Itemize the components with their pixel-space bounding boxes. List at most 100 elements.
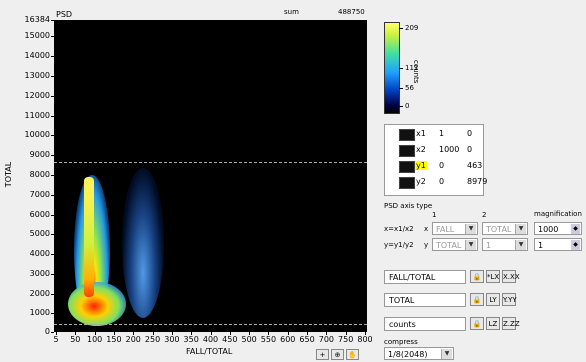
- y-tick-label: 13000: [24, 71, 50, 80]
- y-tick-label: 15000: [24, 31, 50, 40]
- x-tick-label: 250: [144, 335, 161, 344]
- cursor-row-x2[interactable]: x2 1000 0: [385, 143, 483, 159]
- y-tick-mark: [51, 20, 54, 21]
- cursor-value-b: 0: [467, 145, 473, 154]
- y-tick-mark: [51, 96, 54, 97]
- y-format-button[interactable]: Y.YY: [502, 293, 517, 306]
- x-magnification-value: 1000: [538, 225, 559, 234]
- cursor-name: x2: [416, 145, 426, 154]
- chevron-down-icon[interactable]: ▼: [465, 224, 476, 234]
- x-denominator-select[interactable]: TOTAL ▼: [482, 222, 528, 235]
- chevron-down-icon[interactable]: ▼: [515, 240, 526, 250]
- cursor-value-b: 463: [467, 161, 483, 170]
- cursor-value-b: 8979: [467, 177, 488, 186]
- colorbar-tick-label: 111: [405, 64, 419, 72]
- y-tick-mark: [51, 155, 54, 156]
- heatmap-region-secondary: [122, 168, 164, 318]
- cursor-value-a: 0: [439, 161, 445, 170]
- x-tick-label: 150: [106, 335, 122, 344]
- spinner-icon[interactable]: ◆: [571, 224, 580, 234]
- chevron-down-icon[interactable]: ▼: [515, 224, 526, 234]
- heatmap-peak: [68, 282, 126, 326]
- colorbar-tick-label: 56: [405, 84, 414, 92]
- x-magnification-input[interactable]: 1000 ◆: [534, 222, 582, 235]
- x-axis-name-field[interactable]: FALL/TOTAL: [384, 270, 466, 284]
- z-log-scale-button[interactable]: LZ: [486, 317, 500, 330]
- cursor-swatch[interactable]: [399, 161, 415, 173]
- x-axis-label: FALL/TOTAL: [186, 347, 233, 356]
- y-tick-label: 8000: [29, 170, 50, 179]
- axis-type-col2: 2: [482, 211, 487, 219]
- y-tick-mark: [51, 56, 54, 57]
- cursor-row-x1[interactable]: x1 1 0: [385, 127, 483, 143]
- x-tick-mark: [133, 332, 135, 335]
- colorbar-tick-label: 0: [405, 102, 410, 110]
- x-tick-mark: [113, 332, 115, 335]
- x-tick-label: 600: [280, 335, 296, 344]
- compress-select[interactable]: 1/8(2048) ▼: [384, 347, 454, 360]
- cursor-row-y2[interactable]: y2 0 8979: [385, 175, 487, 191]
- x-tick-label: 50: [70, 335, 81, 344]
- y-tick-label: 4000: [29, 249, 50, 258]
- zoom-tool-icon[interactable]: ⊕: [331, 349, 344, 360]
- y-log-scale-button[interactable]: LY: [486, 293, 500, 306]
- cursor-row-y1[interactable]: y1 0 463: [385, 159, 483, 175]
- y-tick-label: 11000: [24, 111, 50, 120]
- colorbar-tick: [399, 106, 403, 107]
- cursor-name: y2: [416, 177, 426, 186]
- y-tick-label: 3000: [29, 269, 50, 278]
- cursor-swatch[interactable]: [399, 129, 415, 141]
- cursor-value-b: 0: [467, 129, 473, 138]
- cursor-name: x1: [416, 129, 426, 138]
- y-tick-label: 16384: [24, 15, 50, 24]
- chevron-down-icon[interactable]: ▼: [441, 349, 452, 359]
- y-tick-label: 10000: [24, 130, 50, 139]
- axis-type-col1: 1: [432, 211, 437, 219]
- y-axis-name-field[interactable]: TOTAL: [384, 293, 466, 307]
- y-tick-mark: [51, 254, 54, 255]
- lock-icon[interactable]: 🔒: [470, 317, 484, 330]
- colorbar: [384, 22, 400, 114]
- y-denominator-select[interactable]: 1 ▼: [482, 238, 528, 251]
- y-tick-mark: [51, 195, 54, 196]
- y-numerator-select[interactable]: TOTAL ▼: [432, 238, 478, 251]
- psd-heatmap[interactable]: [54, 20, 367, 332]
- cursor-value-a: 1: [439, 129, 445, 138]
- y-numerator-value: TOTAL: [436, 241, 462, 250]
- axis-type-heading: PSD axis type: [384, 202, 433, 210]
- lock-icon[interactable]: 🔒: [470, 270, 484, 283]
- x-format-button[interactable]: X.XX: [502, 270, 520, 283]
- x-tick-label: 350: [183, 335, 199, 344]
- lock-icon[interactable]: 🔒: [470, 293, 484, 306]
- pan-tool-icon[interactable]: ✋: [346, 349, 359, 360]
- x-log-scale-button[interactable]: *LX: [486, 270, 500, 283]
- crosshair-tool-icon[interactable]: +: [316, 349, 329, 360]
- x-tick-label: 700: [318, 335, 335, 344]
- heatmap-column: [84, 177, 94, 297]
- cursor-swatch[interactable]: [399, 177, 415, 189]
- magnification-label: magnification: [534, 210, 582, 218]
- y-tick-mark: [51, 76, 54, 77]
- chevron-down-icon[interactable]: ▼: [465, 240, 476, 250]
- y-axis-letter: y: [424, 241, 429, 249]
- y-tick-label: 7000: [29, 190, 50, 199]
- spinner-icon[interactable]: ◆: [571, 240, 580, 250]
- y-tick-mark: [51, 116, 54, 117]
- y-tick-label: 2000: [29, 289, 50, 298]
- y-denominator-value: 1: [486, 241, 492, 250]
- x-axis-letter: x: [424, 225, 429, 233]
- cursor-line-y1[interactable]: [54, 324, 367, 325]
- x-tick-mark: [171, 332, 173, 335]
- cursor-swatch[interactable]: [399, 145, 415, 157]
- cursor-table[interactable]: x1 1 0 x2 1000 0 y1 0 463 y2 0 8979: [384, 124, 487, 196]
- cursor-line-y2[interactable]: [54, 162, 367, 163]
- x-numerator-select[interactable]: FALL ▼: [432, 222, 478, 235]
- compress-value: 1/8(2048): [388, 350, 428, 359]
- z-axis-name-field[interactable]: counts: [384, 317, 466, 331]
- colorbar-tick: [399, 28, 403, 29]
- y-magnification-input[interactable]: 1 ◆: [534, 238, 582, 251]
- x-ratio-label: x=x1/x2: [384, 225, 414, 233]
- z-format-button[interactable]: Z.ZZ: [502, 317, 520, 330]
- y-tick-mark: [51, 234, 54, 235]
- colorbar-tick: [399, 68, 403, 69]
